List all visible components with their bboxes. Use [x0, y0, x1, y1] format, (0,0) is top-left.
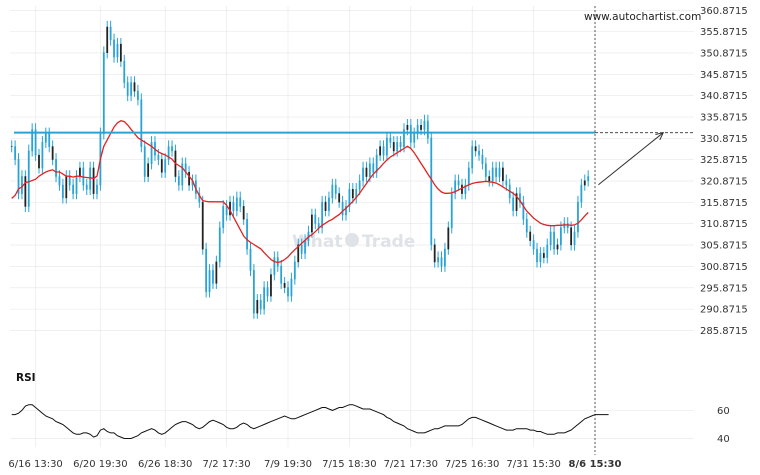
price-tick-label: 310.8715 [700, 219, 748, 230]
logo-text-right: Trade [362, 232, 415, 252]
moving-average-line [11, 119, 589, 264]
projection-arrowhead-icon [655, 131, 665, 141]
time-axis: 6/16 13:30 6/20 19:30 6/26 18:30 7/2 17:30 7… [8, 459, 621, 470]
rsi-title: RSI [16, 372, 36, 384]
logo-circle-icon [345, 233, 359, 247]
rsi-tick-label: 60 [717, 406, 730, 417]
price-tick-label: 295.8715 [700, 283, 748, 294]
price-axis: 360.8715 355.8715 350.8715 345.8715 340.8715… [700, 6, 748, 337]
rsi-tick-label: 40 [717, 434, 730, 445]
price-tick-label: 340.8715 [700, 91, 748, 102]
price-tick-label: 345.8715 [700, 70, 748, 81]
price-tick-label: 360.8715 [700, 6, 748, 17]
price-tick-label: 290.8715 [700, 305, 748, 316]
time-tick-label: 7/2 17:30 [203, 459, 251, 470]
price-tick-label: 355.8715 [700, 27, 748, 38]
rsi-line [11, 404, 609, 439]
price-tick-label: 325.8715 [700, 155, 748, 166]
time-tick-label: 7/25 16:30 [445, 459, 499, 470]
time-tick-label: 6/16 13:30 [8, 459, 62, 470]
logo-text-left: What [292, 232, 342, 252]
time-tick-label: 8/6 15:30 [569, 459, 622, 470]
price-tick-label: 305.8715 [700, 241, 748, 252]
time-tick-label: 7/15 18:30 [322, 459, 376, 470]
price-tick-label: 335.8715 [700, 113, 748, 124]
time-tick-label: 7/31 15:30 [506, 459, 560, 470]
source-url: www.autochartist.com [584, 11, 701, 23]
price-tick-label: 285.8715 [700, 326, 748, 337]
time-tick-label: 6/20 19:30 [73, 459, 127, 470]
price-tick-label: 320.8715 [700, 177, 748, 188]
price-tick-label: 330.8715 [700, 134, 748, 145]
price-tick-label: 350.8715 [700, 48, 748, 59]
time-tick-label: 7/9 19:30 [264, 459, 312, 470]
projection-arrow [598, 132, 664, 186]
price-tick-label: 315.8715 [700, 198, 748, 209]
rsi-axis: 60 40 [717, 406, 730, 445]
chart-grid [10, 6, 694, 447]
time-tick-label: 6/26 18:30 [138, 459, 192, 470]
time-tick-label: 7/21 17:30 [384, 459, 438, 470]
price-tick-label: 300.8715 [700, 262, 748, 273]
